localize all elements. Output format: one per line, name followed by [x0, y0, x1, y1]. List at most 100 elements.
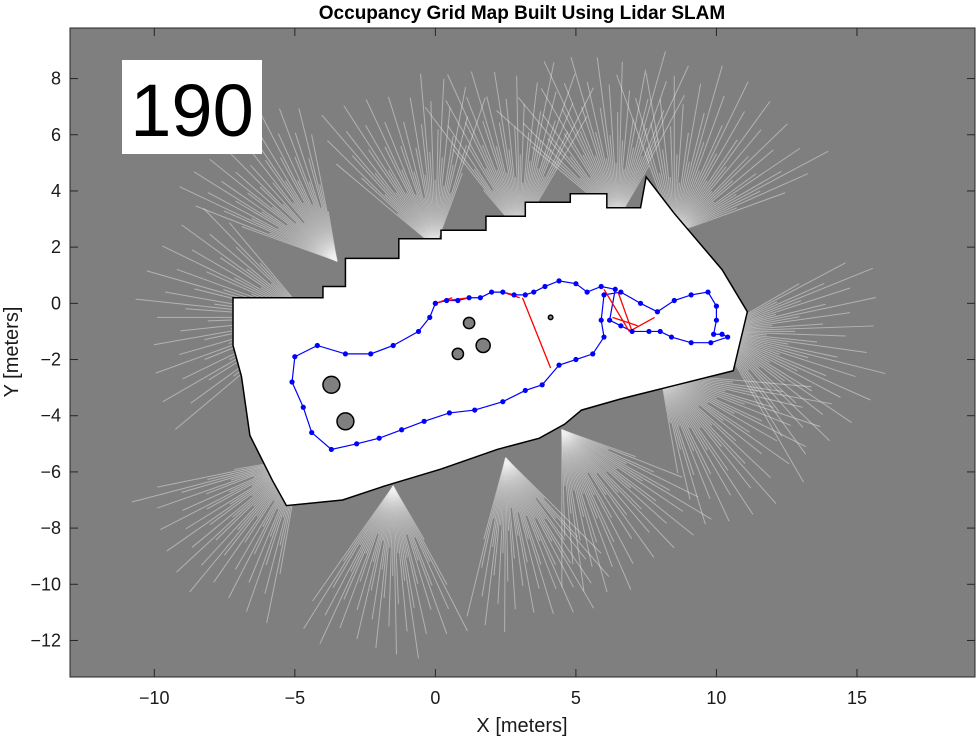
- pose-node: [376, 435, 382, 441]
- lidar-ray: [617, 110, 665, 220]
- lidar-ray: [581, 106, 619, 220]
- lidar-ray: [570, 57, 619, 220]
- lidar-ray: [392, 485, 397, 655]
- lidar-ray: [617, 138, 659, 220]
- lidar-ray: [481, 457, 507, 568]
- lidar-ray: [505, 457, 515, 559]
- lidar-ray: [561, 429, 585, 592]
- lidar-ray: [561, 429, 593, 568]
- lidar-ray: [339, 485, 394, 629]
- pose-nodes: [289, 278, 731, 453]
- lidar-ray: [505, 457, 602, 554]
- lidar-ray: [388, 485, 394, 627]
- lidar-ray: [505, 457, 553, 542]
- lidar-ray: [497, 457, 507, 604]
- lidar-ray: [674, 150, 829, 234]
- pose-node: [705, 289, 711, 295]
- lidar-ray: [302, 202, 338, 262]
- pose-node: [421, 418, 427, 424]
- lidar-ray: [361, 177, 436, 248]
- lidar-ray: [561, 429, 642, 510]
- lidar-ray: [392, 485, 432, 610]
- lidar-ray: [392, 485, 425, 540]
- lidar-ray: [321, 114, 436, 248]
- lidar-ray: [466, 96, 521, 234]
- pose-node: [399, 427, 405, 433]
- lidar-ray: [430, 101, 436, 248]
- lidar-ray: [716, 330, 871, 401]
- lidar-ray: [617, 140, 624, 220]
- lidar-ray: [659, 373, 777, 505]
- loop-closure-constraints: [435, 288, 655, 369]
- lidar-ray: [659, 373, 752, 489]
- pose-node: [719, 331, 725, 337]
- lidar-ray: [516, 75, 521, 234]
- lidar-ray: [659, 373, 731, 496]
- pose-node: [477, 295, 483, 301]
- x-axis-label: X [meters]: [476, 715, 567, 737]
- lidar-ray: [282, 203, 338, 262]
- lidar-ray: [434, 97, 486, 248]
- pose-node: [368, 351, 374, 357]
- lidar-ray: [673, 81, 749, 234]
- lidar-ray: [716, 330, 886, 375]
- lidar-ray: [659, 373, 762, 455]
- pose-node: [573, 281, 579, 287]
- pose-node: [688, 340, 694, 346]
- lidar-ray: [617, 51, 666, 220]
- lidar-ray: [673, 100, 771, 234]
- lidar-ray: [561, 429, 643, 482]
- lidar-ray: [434, 129, 439, 248]
- lidar-ray: [561, 429, 613, 568]
- lidar-ray: [383, 485, 394, 599]
- lidar-ray: [493, 457, 507, 576]
- lidar-ray: [226, 148, 338, 262]
- lidar-ray: [359, 485, 394, 546]
- lidar-ray: [343, 485, 394, 600]
- y-tick-label: −4: [40, 406, 61, 426]
- lidar-ray: [561, 429, 584, 494]
- lidar-ray: [392, 485, 415, 608]
- lidar-ray: [561, 429, 598, 474]
- lidar-ray: [223, 210, 338, 262]
- lidar-ray: [434, 173, 463, 248]
- lidar-ray: [561, 429, 619, 493]
- lidar-ray: [674, 190, 761, 234]
- lidar-ray: [392, 485, 431, 563]
- lidar-ray: [319, 485, 394, 645]
- y-tick-label: −12: [30, 630, 61, 650]
- pose-node: [618, 323, 624, 329]
- lidar-ray: [294, 156, 338, 262]
- lidar-ray: [505, 457, 516, 610]
- lidar-ray: [673, 155, 749, 234]
- lidar-ray: [617, 98, 649, 220]
- lidar-ray: [505, 457, 545, 499]
- lidar-ray: [505, 98, 521, 234]
- lidar-ray: [392, 485, 408, 632]
- lidar-ray: [277, 133, 338, 262]
- pose-node: [601, 334, 607, 340]
- lidar-ray: [209, 158, 338, 262]
- lidar-ray: [261, 211, 338, 262]
- lidar-ray: [343, 485, 394, 562]
- lidar-ray: [308, 158, 338, 262]
- lidar-ray: [673, 149, 774, 234]
- pose-node: [671, 297, 677, 304]
- lidar-ray: [384, 121, 436, 248]
- lidar-ray: [617, 127, 648, 220]
- lidar-ray: [356, 485, 394, 640]
- pose-node: [654, 309, 661, 315]
- pose-node: [539, 382, 545, 388]
- lidar-ray: [505, 457, 566, 541]
- x-tick-label: −5: [285, 688, 306, 708]
- lidar-ray: [505, 457, 554, 614]
- lidar-ray: [235, 171, 338, 262]
- lidar-ray: [392, 485, 433, 586]
- pose-node: [657, 328, 663, 335]
- pose-node: [342, 351, 349, 357]
- lidar-ray: [519, 111, 542, 234]
- lidar-ray: [505, 457, 574, 613]
- lidar-ray: [482, 120, 521, 234]
- lidar-ray: [370, 485, 394, 591]
